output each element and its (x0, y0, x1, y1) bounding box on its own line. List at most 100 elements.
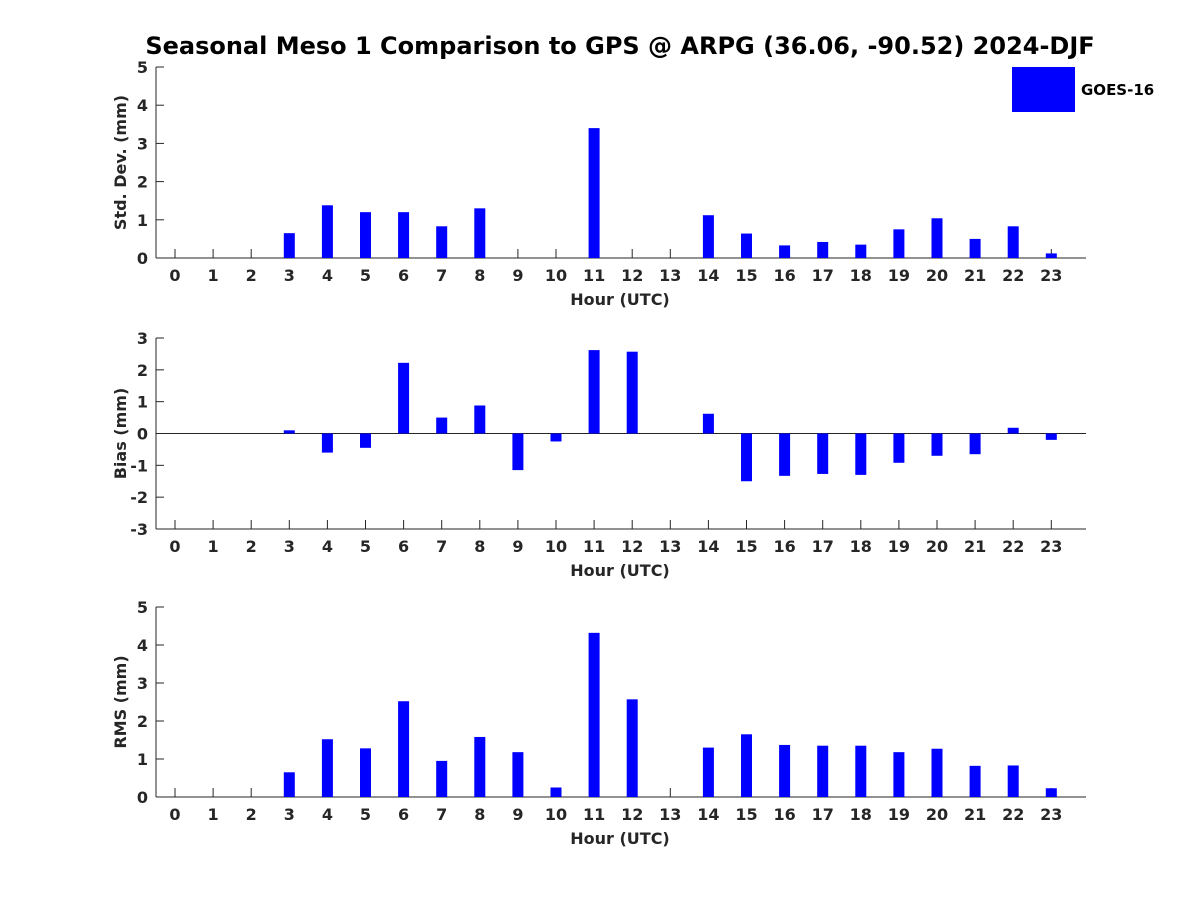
y-tick-label: 5 (137, 58, 148, 77)
bar (969, 433, 981, 455)
bar (741, 734, 752, 797)
bar (436, 226, 448, 258)
x-tick-label: 20 (926, 266, 948, 285)
x-tick-label: 22 (1002, 266, 1024, 285)
x-tick-label: 16 (773, 537, 795, 556)
x-tick-label: 3 (284, 805, 295, 824)
x-tick-label: 21 (964, 805, 986, 824)
x-tick-label: 1 (208, 537, 219, 556)
x-tick-label: 16 (773, 805, 795, 824)
x-tick-label: 5 (360, 537, 371, 556)
legend-swatch (1012, 67, 1075, 112)
x-tick-label: 22 (1002, 805, 1024, 824)
bar (474, 208, 486, 258)
y-axis-label: Bias (mm) (111, 388, 130, 480)
x-tick-label: 23 (1040, 266, 1062, 285)
legend: GOES-16 (1012, 67, 1154, 112)
bar (817, 745, 829, 797)
x-tick-label: 2 (246, 537, 257, 556)
x-tick-label: 19 (888, 266, 910, 285)
x-tick-label: 8 (474, 266, 485, 285)
y-tick-label: 0 (137, 788, 148, 807)
x-tick-label: 14 (697, 805, 719, 824)
x-tick-label: 19 (888, 537, 910, 556)
x-tick-label: 2 (246, 805, 257, 824)
bar (283, 430, 295, 434)
x-tick-label: 21 (964, 537, 986, 556)
y-tick-label: 0 (137, 425, 148, 444)
bar (550, 787, 562, 797)
x-tick-label: 19 (888, 805, 910, 824)
bar (283, 233, 295, 258)
x-tick-label: 6 (398, 805, 409, 824)
y-tick-label: -2 (130, 488, 148, 507)
bar (360, 212, 371, 258)
bar (855, 433, 867, 475)
bar (1007, 427, 1019, 434)
bar (436, 760, 448, 797)
x-tick-label: 15 (735, 537, 757, 556)
x-tick-label: 22 (1002, 537, 1024, 556)
x-tick-label: 8 (474, 805, 485, 824)
x-tick-label: 1 (208, 266, 219, 285)
y-tick-label: 3 (137, 134, 148, 153)
y-tick-label: 4 (137, 96, 148, 115)
x-tick-label: 7 (436, 537, 447, 556)
bar (969, 238, 981, 258)
x-tick-label: 3 (284, 266, 295, 285)
bar (550, 433, 562, 442)
bar (474, 736, 486, 797)
x-tick-label: 2 (246, 266, 257, 285)
bar (702, 747, 714, 797)
bar (588, 350, 600, 434)
x-tick-label: 20 (926, 805, 948, 824)
x-tick-label: 17 (812, 266, 834, 285)
x-tick-label: 7 (436, 266, 447, 285)
y-tick-label: 3 (137, 674, 148, 693)
x-axis-label: Hour (UTC) (570, 829, 670, 848)
y-tick-label: 3 (137, 329, 148, 348)
bar (893, 433, 905, 463)
bar (931, 218, 943, 258)
x-tick-label: 16 (773, 266, 795, 285)
x-tick-label: 23 (1040, 537, 1062, 556)
y-tick-label: 2 (137, 712, 148, 731)
y-tick-label: 2 (137, 173, 148, 192)
x-tick-label: 5 (360, 805, 371, 824)
x-tick-label: 5 (360, 266, 371, 285)
bar (817, 433, 829, 474)
y-tick-label: 0 (137, 249, 148, 268)
x-tick-label: 20 (926, 537, 948, 556)
bar (398, 212, 410, 258)
x-tick-label: 10 (545, 805, 567, 824)
y-tick-label: 1 (137, 393, 148, 412)
x-tick-label: 13 (659, 537, 681, 556)
y-tick-label: 4 (137, 636, 148, 655)
bar (702, 413, 714, 434)
bar (360, 748, 371, 797)
y-axis-label: RMS (mm) (111, 655, 130, 748)
x-tick-label: 4 (322, 537, 333, 556)
x-tick-label: 0 (169, 537, 180, 556)
y-axis-label: Std. Dev. (mm) (111, 95, 130, 230)
bar (931, 748, 943, 797)
y-tick-label: 5 (137, 598, 148, 617)
x-tick-label: 0 (169, 266, 180, 285)
x-axis-label: Hour (UTC) (570, 290, 670, 309)
bar (360, 433, 371, 448)
x-tick-label: 13 (659, 805, 681, 824)
x-tick-label: 17 (812, 805, 834, 824)
x-tick-label: 10 (545, 537, 567, 556)
x-tick-label: 13 (659, 266, 681, 285)
bar (1007, 226, 1019, 258)
bar (817, 241, 829, 258)
bar (283, 772, 295, 797)
bar (321, 433, 333, 453)
bar (588, 128, 600, 258)
x-tick-label: 1 (208, 805, 219, 824)
y-tick-label: 1 (137, 211, 148, 230)
bar (931, 433, 943, 456)
bar (779, 744, 791, 797)
